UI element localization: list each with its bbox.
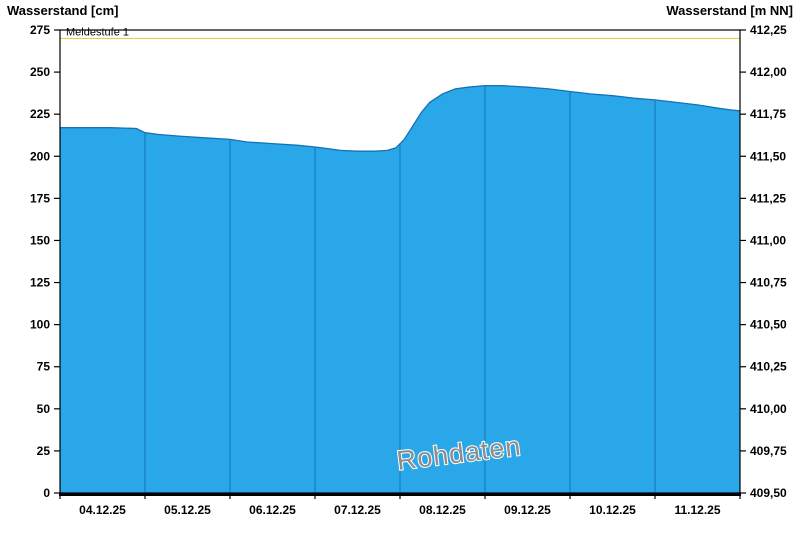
y-left-tick-label: 25 [37, 444, 51, 458]
y-left-tick-label: 250 [30, 65, 50, 79]
x-tick-label: 05.12.25 [164, 503, 211, 517]
y-left-tick-label: 100 [30, 318, 50, 332]
x-tick-label: 07.12.25 [334, 503, 381, 517]
y-right-tick-label: 410,00 [750, 402, 787, 416]
y-left-tick-label: 225 [30, 107, 50, 121]
y-right-tick-label: 410,50 [750, 318, 787, 332]
y-left-tick-label: 150 [30, 233, 50, 247]
y-right-tick-label: 411,75 [750, 107, 786, 121]
x-tick-label: 08.12.25 [419, 503, 466, 517]
y-right-tick-label: 412,00 [750, 65, 787, 79]
y-left-tick-label: 200 [30, 149, 50, 163]
x-tick-label: 10.12.25 [589, 503, 636, 517]
y-right-tick-label: 409,50 [750, 486, 787, 500]
x-tick-label: 09.12.25 [504, 503, 551, 517]
y-left-tick-label: 275 [30, 23, 50, 37]
y-right-tick-label: 411,25 [750, 191, 786, 205]
threshold-label: Meldestufe 1 [66, 26, 129, 38]
y-left-tick-label: 175 [30, 191, 50, 205]
y-left-tick-label: 75 [37, 360, 51, 374]
right-axis-title: Wasserstand [m NN] [666, 3, 793, 18]
y-left-tick-label: 0 [43, 486, 50, 500]
y-left-tick-label: 50 [37, 402, 51, 416]
y-right-tick-label: 410,25 [750, 360, 787, 374]
area-outline [60, 84, 741, 152]
y-right-tick-label: 409,75 [750, 444, 787, 458]
y-right-tick-label: 411,50 [750, 149, 786, 163]
x-tick-label: 04.12.25 [79, 503, 126, 517]
x-tick-label: 11.12.25 [674, 503, 720, 517]
y-right-tick-label: 410,75 [750, 276, 787, 290]
left-axis-title: Wasserstand [cm] [7, 3, 119, 18]
y-right-tick-label: 412,25 [750, 23, 787, 37]
y-right-tick-label: 411,00 [750, 233, 786, 247]
y-left-tick-label: 125 [30, 276, 50, 290]
x-tick-label: 06.12.25 [249, 503, 296, 517]
